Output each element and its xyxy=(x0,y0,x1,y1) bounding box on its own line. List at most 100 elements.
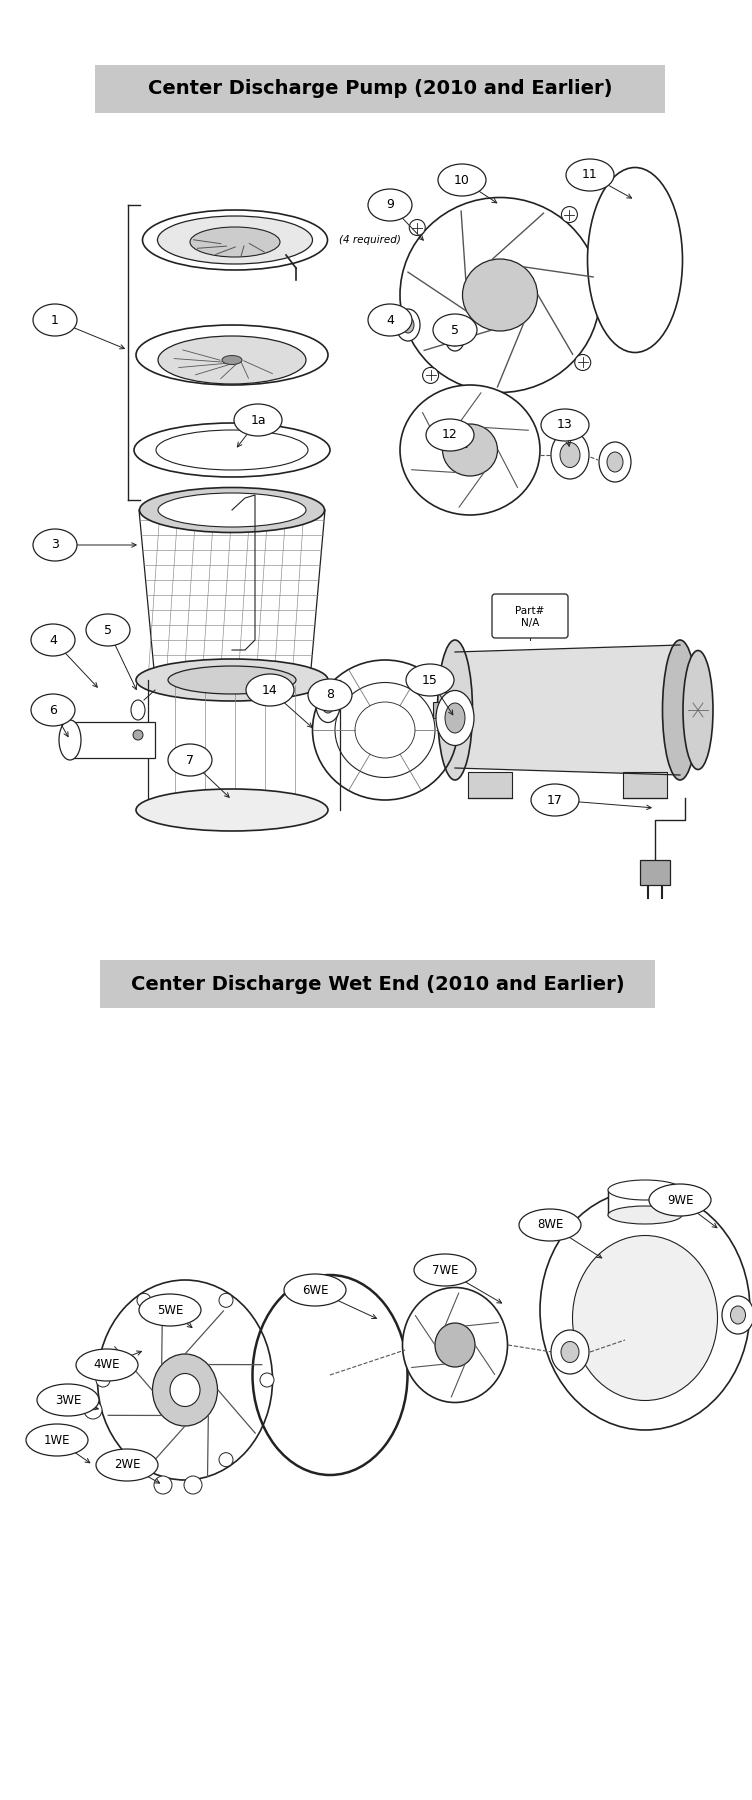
Text: 7WE: 7WE xyxy=(432,1264,458,1276)
Text: 13: 13 xyxy=(557,419,573,432)
Ellipse shape xyxy=(246,673,294,706)
Ellipse shape xyxy=(170,1373,200,1406)
Text: 2WE: 2WE xyxy=(114,1458,141,1472)
Text: 8: 8 xyxy=(326,688,334,702)
Ellipse shape xyxy=(31,625,75,655)
Text: 11: 11 xyxy=(582,169,598,182)
Ellipse shape xyxy=(368,189,412,221)
Text: 7: 7 xyxy=(186,754,194,767)
Text: 9WE: 9WE xyxy=(667,1193,693,1206)
Ellipse shape xyxy=(442,425,498,475)
Ellipse shape xyxy=(531,785,579,815)
Ellipse shape xyxy=(26,1424,88,1456)
Ellipse shape xyxy=(608,1206,682,1224)
Polygon shape xyxy=(282,509,323,680)
Ellipse shape xyxy=(133,731,143,740)
Ellipse shape xyxy=(140,488,325,533)
Polygon shape xyxy=(608,1190,682,1215)
Text: 4: 4 xyxy=(49,634,57,646)
Ellipse shape xyxy=(316,688,340,722)
Polygon shape xyxy=(433,702,450,718)
Ellipse shape xyxy=(33,304,77,337)
Text: 4WE: 4WE xyxy=(94,1359,120,1372)
Ellipse shape xyxy=(139,1294,201,1327)
Circle shape xyxy=(260,1373,274,1388)
Ellipse shape xyxy=(414,1255,476,1285)
Text: 6WE: 6WE xyxy=(302,1283,329,1296)
Text: 9: 9 xyxy=(386,198,394,212)
Ellipse shape xyxy=(400,198,600,392)
Text: 6: 6 xyxy=(49,704,57,716)
Circle shape xyxy=(409,220,426,236)
Ellipse shape xyxy=(551,430,589,479)
Ellipse shape xyxy=(599,443,631,482)
Ellipse shape xyxy=(402,1287,508,1402)
Ellipse shape xyxy=(168,666,296,695)
Text: 1a: 1a xyxy=(250,414,265,427)
Ellipse shape xyxy=(445,704,465,733)
Ellipse shape xyxy=(436,691,474,745)
Text: 12: 12 xyxy=(442,428,458,441)
Ellipse shape xyxy=(158,337,306,383)
Ellipse shape xyxy=(158,493,306,527)
Circle shape xyxy=(423,367,438,383)
Text: 3WE: 3WE xyxy=(55,1393,81,1406)
Ellipse shape xyxy=(168,743,212,776)
Ellipse shape xyxy=(86,614,130,646)
Ellipse shape xyxy=(234,403,282,436)
Polygon shape xyxy=(139,509,182,680)
Text: Part#
N/A: Part# N/A xyxy=(515,607,544,628)
Circle shape xyxy=(96,1373,110,1388)
Ellipse shape xyxy=(572,1235,717,1400)
Ellipse shape xyxy=(607,452,623,472)
Ellipse shape xyxy=(560,443,580,468)
Circle shape xyxy=(575,355,591,371)
Text: Center Discharge Wet End (2010 and Earlier): Center Discharge Wet End (2010 and Earli… xyxy=(131,974,624,994)
Ellipse shape xyxy=(136,788,328,832)
Ellipse shape xyxy=(402,317,414,333)
Ellipse shape xyxy=(446,329,464,351)
Circle shape xyxy=(219,1294,233,1307)
Ellipse shape xyxy=(450,335,460,346)
Ellipse shape xyxy=(368,304,412,337)
Ellipse shape xyxy=(308,679,352,711)
FancyBboxPatch shape xyxy=(100,959,655,1008)
Ellipse shape xyxy=(426,419,474,452)
Text: 15: 15 xyxy=(422,673,438,686)
Polygon shape xyxy=(148,680,340,810)
Text: 1WE: 1WE xyxy=(44,1433,70,1447)
Circle shape xyxy=(184,1476,202,1494)
Polygon shape xyxy=(70,722,155,758)
Text: 4: 4 xyxy=(386,313,394,326)
Polygon shape xyxy=(468,772,512,797)
Ellipse shape xyxy=(519,1210,581,1240)
Text: 5: 5 xyxy=(104,623,112,637)
Text: 17: 17 xyxy=(547,794,563,806)
Ellipse shape xyxy=(435,1323,475,1366)
Circle shape xyxy=(154,1476,172,1494)
Ellipse shape xyxy=(540,1190,750,1429)
Ellipse shape xyxy=(190,227,280,257)
Circle shape xyxy=(84,1400,102,1418)
Ellipse shape xyxy=(322,697,334,713)
Ellipse shape xyxy=(649,1184,711,1217)
Ellipse shape xyxy=(433,313,477,346)
Polygon shape xyxy=(455,644,680,776)
Ellipse shape xyxy=(396,310,420,340)
Ellipse shape xyxy=(462,259,538,331)
Ellipse shape xyxy=(157,216,313,265)
Circle shape xyxy=(219,1453,233,1467)
Ellipse shape xyxy=(136,326,328,385)
Ellipse shape xyxy=(134,423,330,477)
Ellipse shape xyxy=(131,700,145,720)
Ellipse shape xyxy=(561,1341,579,1363)
Circle shape xyxy=(137,1453,151,1467)
Ellipse shape xyxy=(400,385,540,515)
Text: 5: 5 xyxy=(451,324,459,337)
Ellipse shape xyxy=(31,695,75,725)
Ellipse shape xyxy=(566,158,614,191)
Circle shape xyxy=(562,207,578,223)
Ellipse shape xyxy=(37,1384,99,1417)
Ellipse shape xyxy=(59,720,81,760)
Ellipse shape xyxy=(76,1348,138,1381)
